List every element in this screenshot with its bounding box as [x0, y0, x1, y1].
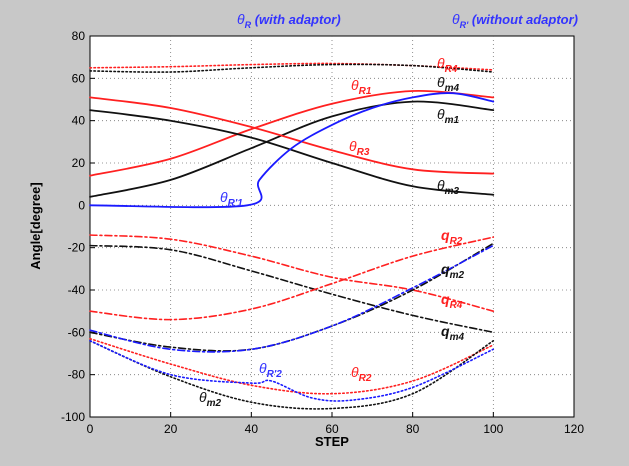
legend-texts: θR (with adaptor) θR' (without adaptor) — [237, 11, 578, 30]
annotation-label: θR4 — [437, 55, 458, 75]
series-line-thm3 — [89, 109, 495, 196]
y-tick-label: -60 — [68, 325, 86, 339]
x-axis-label: STEP — [315, 434, 349, 449]
series-line-qm2 — [89, 244, 495, 334]
annotation-label: θR'1 — [220, 189, 243, 209]
plot-area — [89, 35, 575, 418]
series-line-qR4 — [89, 236, 495, 321]
annotation-label: θm2 — [199, 389, 222, 409]
x-tick-label: 120 — [564, 422, 584, 436]
series-lines — [89, 62, 495, 410]
y-tick-label: 60 — [72, 71, 86, 85]
series-line-thRp1 — [89, 92, 495, 209]
annotation-label: θR1 — [351, 77, 372, 97]
y-tick-label: 80 — [72, 29, 86, 43]
x-tick-label: 40 — [245, 422, 259, 436]
series-line-thRp2 — [89, 340, 495, 402]
series-line-thR1 — [89, 90, 495, 177]
x-tick-label: 80 — [406, 422, 420, 436]
legend-text-with-adaptor: θR (with adaptor) — [237, 11, 341, 30]
legend-text-without-adaptor: θR' (without adaptor) — [452, 11, 578, 30]
y-tick-label: -40 — [68, 283, 86, 297]
series-line-thm1 — [89, 100, 495, 198]
x-tick-label: 100 — [483, 422, 503, 436]
annotation-label: θR3 — [349, 138, 370, 158]
x-tick-label: 60 — [325, 422, 339, 436]
y-tick-label: 20 — [72, 156, 86, 170]
annotation-label: qm4 — [441, 323, 464, 343]
annotation-label: θm3 — [437, 177, 460, 197]
annotation-label: qR4 — [441, 291, 463, 311]
series-line-qRp — [89, 244, 495, 353]
y-tick-label: 0 — [78, 198, 85, 212]
y-tick-label: -80 — [68, 368, 86, 382]
series-line-thR2 — [89, 337, 495, 395]
annotation-label: θm1 — [437, 106, 460, 126]
y-axis-label: Angle[degree] — [28, 182, 43, 269]
annotation-label: qm2 — [441, 261, 464, 281]
ticks: 0 20 40 60 80 100 120 -100 -80 -60 -40 -20 0 20 40 60 80 — [61, 29, 584, 436]
series-line-thR4 — [89, 62, 495, 71]
y-tick-label: -20 — [68, 241, 86, 255]
series-line-thm4 — [89, 63, 495, 73]
x-tick-label: 20 — [164, 422, 178, 436]
y-tick-label: 40 — [72, 114, 86, 128]
annotation-label: θR2 — [351, 364, 372, 384]
annotation-label: θR'2 — [259, 360, 282, 380]
series-line-thm2 — [89, 340, 495, 410]
annotation-label: θm4 — [437, 74, 460, 94]
y-tick-label: -100 — [61, 410, 85, 424]
annotation-label: qR2 — [441, 227, 463, 247]
series-line-thR3 — [89, 96, 495, 175]
x-tick-label: 0 — [87, 422, 94, 436]
series-line-qR2 — [89, 234, 495, 312]
